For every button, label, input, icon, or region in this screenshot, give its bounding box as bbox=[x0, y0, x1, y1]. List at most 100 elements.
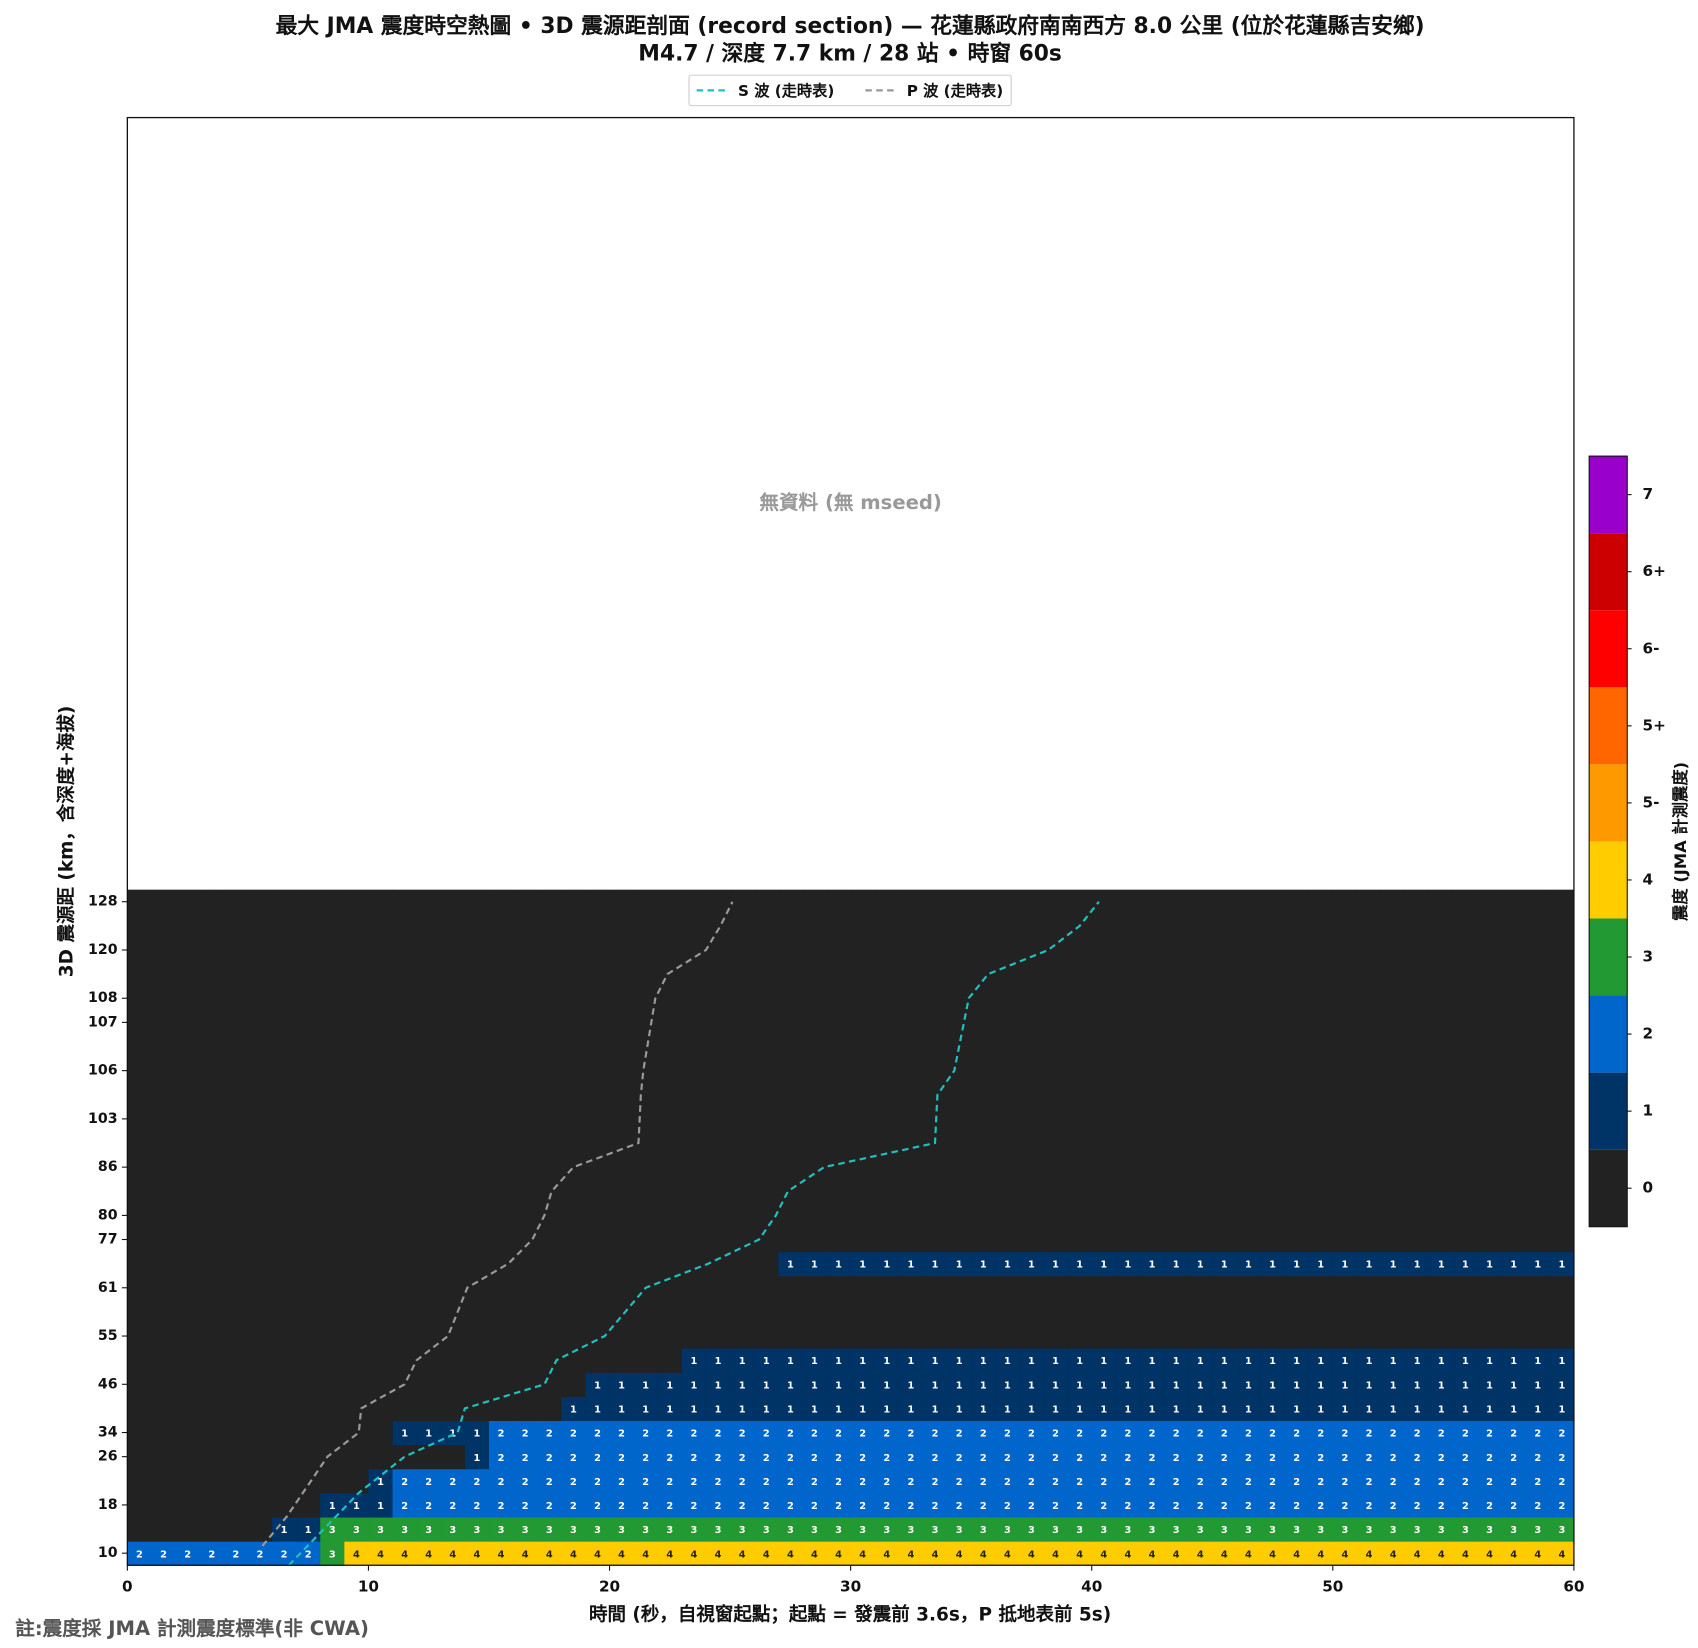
heatmap-cell bbox=[1453, 937, 1479, 963]
heatmap-cell bbox=[127, 1444, 153, 1470]
x-tick-label: 20 bbox=[599, 1578, 620, 1596]
heatmap-cell bbox=[995, 1323, 1020, 1349]
heatmap-cell bbox=[802, 1106, 828, 1132]
heatmap-cell bbox=[754, 1155, 779, 1180]
heatmap-cell bbox=[826, 1155, 852, 1180]
heatmap-cell bbox=[730, 1155, 755, 1180]
cell-label: 1 bbox=[1317, 1356, 1324, 1367]
heatmap-cell bbox=[416, 1179, 442, 1204]
heatmap-cell bbox=[247, 1516, 273, 1542]
heatmap-cell bbox=[1188, 1323, 1213, 1349]
heatmap-cell bbox=[971, 889, 996, 915]
heatmap-cell bbox=[1429, 1420, 1454, 1446]
heatmap-cell bbox=[754, 1130, 779, 1156]
heatmap-cell bbox=[440, 1130, 466, 1156]
cell-label: 4 bbox=[1245, 1549, 1252, 1560]
cell-label: 2 bbox=[691, 1429, 698, 1440]
heatmap-cell bbox=[272, 1323, 297, 1349]
heatmap-cell bbox=[1308, 1396, 1334, 1422]
heatmap-cell bbox=[585, 1444, 611, 1470]
cell-label: 2 bbox=[980, 1453, 987, 1464]
heatmap-cell bbox=[464, 1058, 490, 1084]
heatmap-cell bbox=[151, 1155, 177, 1180]
cell-label: 1 bbox=[932, 1356, 939, 1367]
heatmap-cell bbox=[947, 1372, 972, 1397]
heatmap-cell bbox=[1332, 1396, 1358, 1422]
heatmap-cell bbox=[1067, 1516, 1093, 1542]
heatmap-cell bbox=[1091, 1227, 1117, 1253]
heatmap-cell bbox=[585, 1348, 611, 1373]
cell-label: 2 bbox=[594, 1477, 601, 1488]
cell-label: 1 bbox=[739, 1356, 746, 1367]
heatmap-cell bbox=[1115, 937, 1141, 963]
heatmap-cell bbox=[1043, 1058, 1069, 1084]
heatmap-cell bbox=[223, 1106, 249, 1132]
x-tick-label: 60 bbox=[1563, 1578, 1584, 1596]
cell-label: 3 bbox=[1124, 1525, 1131, 1536]
heatmap-cell bbox=[995, 1468, 1020, 1494]
heatmap-cell bbox=[513, 1179, 538, 1204]
heatmap-cell bbox=[1019, 1251, 1045, 1277]
cell-label: 1 bbox=[1366, 1356, 1373, 1367]
heatmap-cell bbox=[1260, 1251, 1286, 1277]
heatmap-cell bbox=[730, 1323, 755, 1349]
heatmap-cell bbox=[416, 1010, 442, 1035]
heatmap-cell bbox=[1139, 1275, 1165, 1301]
heatmap-cell bbox=[561, 1203, 586, 1229]
heatmap-cell bbox=[754, 1348, 779, 1373]
heatmap-cell bbox=[971, 1010, 996, 1035]
cell-label: 2 bbox=[1438, 1429, 1445, 1440]
heatmap-cell bbox=[730, 1082, 755, 1108]
heatmap-cell bbox=[488, 1468, 514, 1494]
heatmap-cell bbox=[488, 1323, 514, 1349]
heatmap-cell bbox=[151, 1323, 177, 1349]
cell-label: 2 bbox=[425, 1477, 432, 1488]
heatmap-cell bbox=[922, 889, 948, 915]
heatmap-cell bbox=[1212, 1227, 1237, 1253]
heatmap-cell bbox=[705, 1010, 731, 1035]
heatmap-cell bbox=[1549, 1179, 1575, 1204]
heatmap-cell bbox=[416, 1299, 442, 1325]
heatmap-cell bbox=[127, 1130, 153, 1156]
heatmap-cell bbox=[1164, 1203, 1189, 1229]
heatmap-cell bbox=[995, 913, 1020, 939]
cell-label: 1 bbox=[1486, 1380, 1493, 1391]
heatmap-cell bbox=[585, 1468, 611, 1494]
cell-label: 2 bbox=[763, 1501, 770, 1512]
cell-label: 1 bbox=[1317, 1405, 1324, 1416]
heatmap-cell bbox=[1332, 1058, 1358, 1084]
heatmap-cell bbox=[1332, 1372, 1358, 1397]
cell-label: 1 bbox=[715, 1380, 722, 1391]
heatmap-cell bbox=[802, 1034, 828, 1060]
heatmap-cell bbox=[247, 1251, 273, 1277]
heatmap-cell bbox=[874, 1034, 900, 1060]
heatmap-cell bbox=[1356, 1372, 1382, 1397]
heatmap-cell bbox=[1067, 1106, 1093, 1132]
cell-label: 2 bbox=[835, 1477, 842, 1488]
heatmap-cell bbox=[1477, 1275, 1503, 1301]
colorbar-swatch bbox=[1589, 841, 1628, 919]
heatmap-cell bbox=[850, 1106, 876, 1132]
heatmap-cell bbox=[1332, 1010, 1358, 1035]
heatmap-cell bbox=[754, 937, 779, 963]
heatmap-cell bbox=[1549, 1034, 1575, 1060]
heatmap-cell bbox=[561, 1299, 586, 1325]
heatmap-cell bbox=[1381, 1541, 1406, 1566]
colorbar-tick-label: 1 bbox=[1642, 1102, 1653, 1120]
heatmap-cell bbox=[802, 1130, 828, 1156]
heatmap-cell bbox=[392, 986, 418, 1011]
heatmap-cell bbox=[1091, 889, 1117, 915]
heatmap-cell bbox=[1164, 913, 1189, 939]
heatmap-cell bbox=[127, 1323, 153, 1349]
heatmap-cell bbox=[1308, 1155, 1334, 1180]
heatmap-cell bbox=[199, 1420, 225, 1446]
heatmap-cell bbox=[1188, 1155, 1213, 1180]
heatmap-cell bbox=[344, 1372, 369, 1397]
cell-label: 3 bbox=[1076, 1525, 1083, 1536]
cell-label: 2 bbox=[1341, 1453, 1348, 1464]
heatmap-cell bbox=[1115, 1010, 1141, 1035]
heatmap-cell bbox=[392, 1203, 418, 1229]
heatmap-cell bbox=[151, 1251, 177, 1277]
heatmap-cell bbox=[392, 1058, 418, 1084]
heatmap-cell bbox=[1043, 1203, 1069, 1229]
